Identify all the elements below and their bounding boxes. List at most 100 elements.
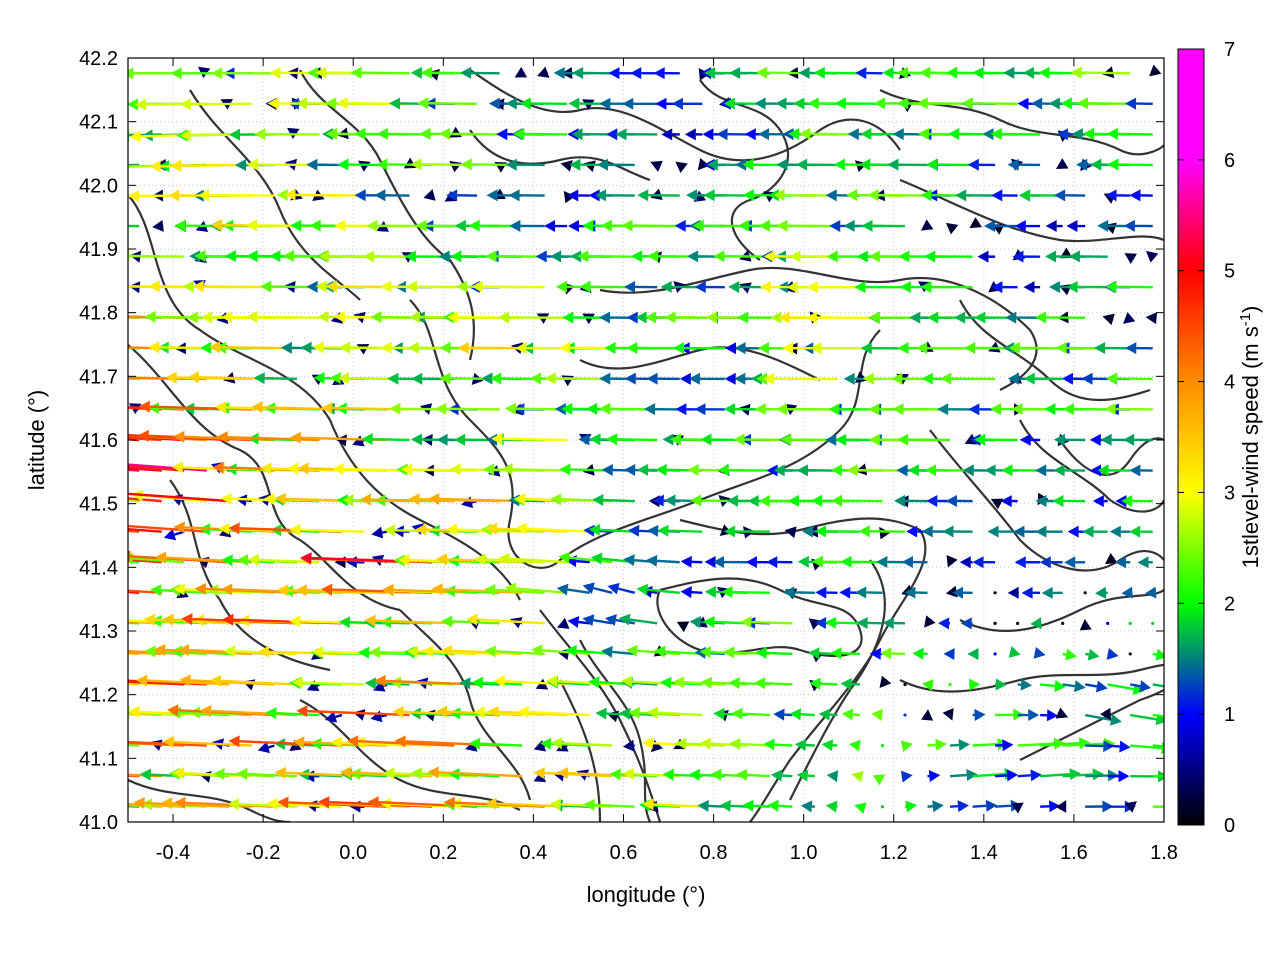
wind-arrow [880, 647, 906, 660]
wind-arrow [699, 737, 748, 750]
wind-arrow [824, 616, 860, 629]
wind-arrow [657, 524, 703, 537]
wind-arrow [1121, 494, 1153, 507]
wind-arrow [901, 556, 928, 569]
wind-arrow [959, 556, 973, 569]
contour-line [128, 779, 291, 822]
wind-arrow [1137, 556, 1153, 569]
wind-arrow [1079, 618, 1092, 631]
wind-arrow [438, 127, 500, 140]
wind-arrow [1082, 525, 1108, 538]
wind-arrow [1129, 189, 1153, 202]
wind-arrow [697, 158, 710, 171]
wind-arrow [879, 526, 891, 540]
wind-arrow [776, 219, 838, 232]
wind-arrow [471, 280, 545, 293]
wind-arrow [128, 740, 207, 747]
wind-arrow [1084, 648, 1100, 661]
wind-arrow [440, 644, 523, 657]
y-axis-label: latitude (°) [24, 390, 49, 491]
wind-arrow [991, 189, 1018, 202]
wind-arrow [1146, 251, 1159, 263]
wind-arrow [1067, 525, 1086, 538]
y-axis-ticks: 41.0 41.1 41.2 41.3 41.4 41.5 41.6 41.7 41.8 41.9… [79, 48, 1164, 834]
wind-arrow [544, 220, 568, 233]
wind-arrow [995, 739, 1014, 752]
wind-arrow [653, 645, 703, 658]
wind-arrow [1130, 680, 1152, 693]
contour-line [899, 178, 1164, 243]
wind-arrow [713, 250, 770, 263]
wind-arrow [840, 678, 861, 691]
wind-arrow [1030, 617, 1042, 630]
wind-arrow [1062, 648, 1077, 661]
wind-arrow [254, 128, 320, 141]
contour-line [469, 129, 651, 182]
contour-line [169, 479, 331, 672]
colorbar-tick-label: 5 [1224, 261, 1235, 283]
wind-arrow [257, 741, 275, 754]
colorbar-tick-label: 4 [1224, 372, 1235, 394]
wind-arrow [630, 67, 658, 80]
wind-arrow [916, 342, 973, 355]
wind-arrow [1054, 189, 1086, 202]
wind-arrow [427, 766, 523, 779]
wind-arrow [1007, 158, 1041, 171]
wind-arrow [306, 158, 342, 171]
wind-arrow [216, 431, 320, 444]
wind-arrow [900, 770, 913, 783]
wind-arrow [514, 66, 528, 78]
wind-arrow [582, 614, 613, 627]
wind-arrow [826, 770, 839, 783]
wind-arrow [676, 621, 690, 633]
wind-arrow [900, 740, 913, 753]
wind-arrow [1064, 556, 1086, 569]
wind-arrow [942, 708, 954, 721]
wind-arrow [485, 250, 545, 263]
y-tick-label: 41.8 [79, 303, 118, 325]
wind-arrow [1092, 495, 1108, 508]
wind-arrow [1039, 556, 1063, 569]
wind-arrow [770, 769, 793, 782]
wind-arrow [129, 130, 207, 143]
wind-arrow [903, 713, 907, 717]
wind-arrow [943, 648, 955, 661]
wind-arrow [745, 556, 770, 569]
wind-arrow [361, 433, 410, 446]
wind-arrow [825, 800, 838, 813]
wind-arrow [1017, 678, 1033, 691]
wind-arrow [197, 189, 275, 202]
contour-line [1019, 419, 1164, 513]
wind-arrow [784, 526, 797, 539]
wind-arrow [972, 799, 998, 812]
y-tick-label: 41.0 [79, 812, 118, 834]
wind-arrow [671, 97, 703, 110]
wind-arrow [894, 494, 928, 507]
wind-arrow [563, 190, 576, 204]
wind-arrow [449, 160, 462, 173]
wind-arrow [350, 66, 410, 79]
y-tick-label: 42.0 [79, 175, 118, 197]
wind-arrow [1055, 158, 1069, 169]
wind-arrow [680, 555, 703, 568]
wind-arrow [626, 644, 680, 657]
wind-arrow [993, 652, 997, 656]
wind-arrow [1062, 680, 1086, 693]
wind-arrow [675, 161, 688, 174]
wind-arrow [128, 652, 140, 656]
wind-arrow [484, 645, 545, 658]
wind-arrow [858, 525, 906, 538]
wind-arrow [1001, 464, 1041, 477]
x-tick-label: 1.4 [970, 842, 998, 864]
wind-arrow [644, 403, 680, 416]
wind-arrow [945, 222, 959, 235]
wind-arrow [880, 805, 885, 809]
wind-arrow [851, 770, 864, 783]
wind-arrow [577, 250, 635, 263]
wind-arrow [1152, 805, 1164, 808]
wind-arrow [887, 158, 928, 171]
wind-arrow [592, 494, 635, 507]
wind-arrow [606, 710, 620, 723]
wind-arrow [621, 675, 680, 688]
wind-arrow [854, 802, 867, 814]
